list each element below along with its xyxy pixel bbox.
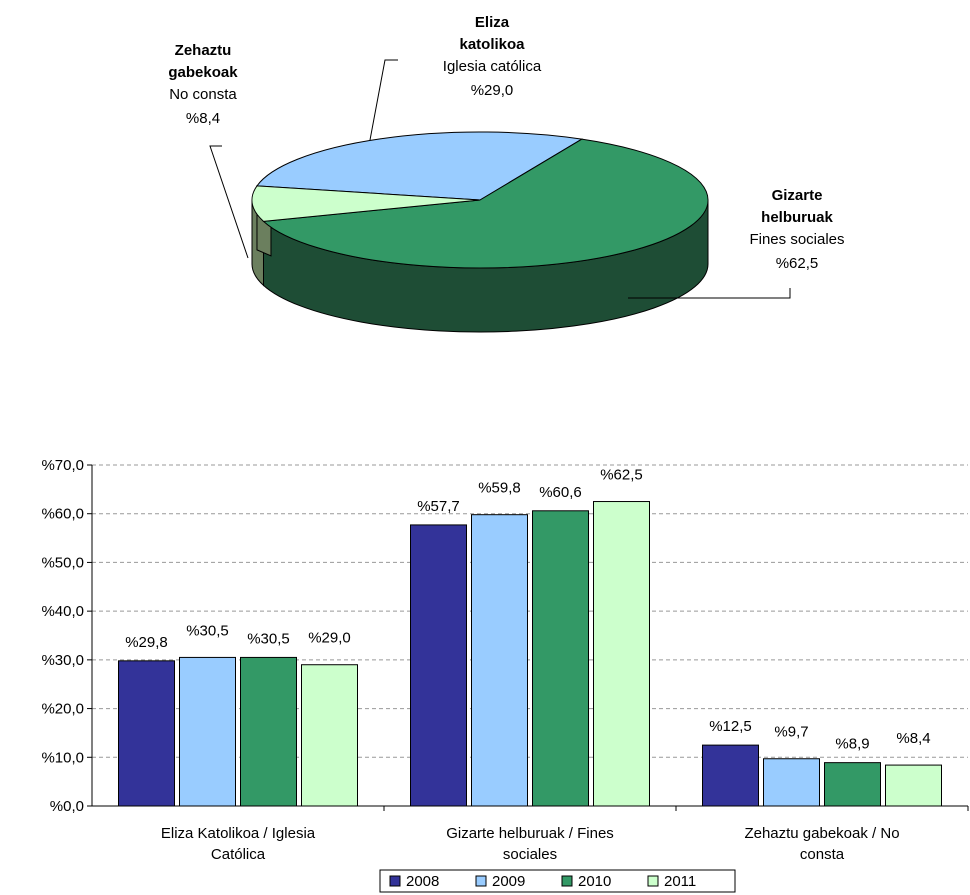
data-labels: %29,8 %30,5 %30,5 %29,0 %57,7 %59,8 %60,6 %62,5… [125, 467, 930, 753]
y-tick-label: %0,0 [50, 798, 84, 815]
bar-2010 [240, 656, 297, 807]
pie-label-eliza-title: Eliza [475, 14, 510, 31]
pie-label-gizarte-title: Gizarte [772, 187, 823, 204]
data-label: %62,5 [600, 467, 643, 484]
bar-chart: %0,0 %10,0 %20,0 %30,0 %40,0 %50,0 %60,0 %70,0%… [41, 457, 969, 893]
legend-box [379, 869, 736, 893]
bar-2008 [702, 744, 759, 807]
y-tick-label: %50,0 [41, 554, 84, 571]
bar-2010 [532, 510, 589, 807]
legend-label-2010: 2010 [578, 873, 611, 890]
pie-label-zehaztu-name: No consta [169, 86, 237, 103]
y-tick-label: %60,0 [41, 506, 84, 523]
data-label: %59,8 [478, 480, 521, 497]
x-tick-label: sociales [503, 846, 557, 863]
pie-labels: Eliza katolikoa Iglesia católica %29,0 Gizar… [168, 14, 845, 299]
bar-2009 [763, 758, 820, 807]
y-tick-label: %40,0 [41, 603, 84, 620]
pie-label-zehaztu-value: %8,4 [186, 110, 220, 127]
data-label: %9,7 [774, 724, 808, 741]
pie-label-eliza-title: katolikoa [459, 36, 525, 53]
pie-label-gizarte-name: Fines sociales [749, 231, 844, 248]
bar-2008 [118, 660, 175, 807]
y-tick-label: %20,0 [41, 701, 84, 718]
bar-2008 [410, 524, 467, 807]
bar-2009 [179, 656, 236, 807]
x-tick-label: Gizarte helburuak / Fines [446, 825, 614, 842]
data-label: %29,0 [308, 630, 351, 647]
pie-label-zehaztu-title: gabekoak [168, 64, 238, 81]
pie-slice-zehaztu [251, 185, 481, 222]
data-label: %29,8 [125, 634, 168, 651]
legend-swatch-2008 [389, 875, 401, 887]
pie-label-eliza-name: Iglesia católica [443, 58, 542, 75]
data-label: %12,5 [709, 718, 752, 735]
y-tick-label: %30,0 [41, 652, 84, 669]
data-label: %30,5 [186, 622, 229, 639]
x-tick-label: Zehaztu gabekoak / No [744, 825, 899, 842]
bars [118, 501, 942, 807]
x-tick-label: Eliza Katolikoa / Iglesia [161, 825, 316, 842]
pie-slice-gizarte [262, 138, 709, 269]
data-label: %8,9 [835, 736, 869, 753]
bar-2010 [824, 762, 881, 807]
legend: 2008 2009 2010 2011 [379, 869, 736, 893]
y-tick-label: %10,0 [41, 749, 84, 766]
y-tick-label: %70,0 [41, 457, 84, 474]
pie-label-gizarte-title: helburuak [761, 209, 833, 226]
data-label: %60,6 [539, 484, 582, 501]
legend-label-2009: 2009 [492, 873, 525, 890]
bar-2011 [301, 664, 358, 807]
data-label: %57,7 [417, 498, 460, 515]
legend-swatch-2011 [647, 875, 659, 887]
x-tick-label: consta [800, 846, 845, 863]
legend-label-2011: 2011 [664, 873, 696, 890]
pie-leader-eliza [369, 59, 398, 141]
pie-label-gizarte-value: %62,5 [776, 255, 819, 272]
pie-chart: Eliza katolikoa Iglesia católica %29,0 Gizar… [168, 14, 845, 333]
grid: %0,0 %10,0 %20,0 %30,0 %40,0 %50,0 %60,0 %70,0 [41, 457, 968, 815]
bar-2011 [885, 764, 942, 807]
data-label: %30,5 [247, 630, 290, 647]
legend-swatch-2009 [475, 875, 487, 887]
pie-label-zehaztu-title: Zehaztu [175, 42, 232, 59]
legend-swatch-2010 [561, 875, 573, 887]
pie-top [251, 131, 709, 269]
bar-2011 [593, 501, 650, 807]
pie-leader-zehaztu [209, 145, 249, 259]
x-tick-label: Católica [211, 846, 266, 863]
pie-slice-eliza [256, 131, 584, 201]
data-label: %8,4 [896, 730, 930, 747]
pie-leader-gizarte [628, 288, 791, 299]
bar-2009 [471, 514, 528, 807]
pie-label-eliza-value: %29,0 [471, 82, 514, 99]
legend-label-2008: 2008 [406, 873, 439, 890]
